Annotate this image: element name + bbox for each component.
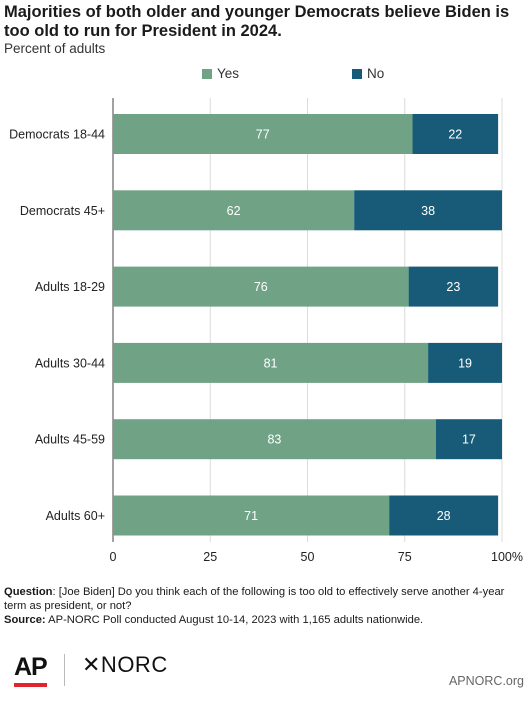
bar-no (435, 419, 502, 460)
data-label-no: 28 (437, 509, 451, 523)
data-label-no: 23 (446, 280, 460, 294)
category-label: Democrats 18-44 (9, 128, 105, 142)
x-tick-label: 75 (398, 550, 412, 564)
data-label-yes: 77 (256, 128, 270, 142)
bar-yes (113, 190, 355, 231)
category-label: Adults 30-44 (35, 356, 105, 370)
data-label-no: 17 (462, 433, 476, 447)
legend-swatch-no (352, 68, 362, 79)
data-label-no: 19 (458, 356, 472, 370)
norc-logo: ✕NORC (82, 652, 168, 677)
x-tick-label: 0 (110, 550, 117, 564)
data-label-yes: 81 (264, 356, 278, 370)
bar-yes (113, 114, 413, 154)
legend-item-no: No (352, 66, 384, 81)
bar-yes (113, 419, 436, 460)
site-url: APNORC.org (448, 674, 524, 688)
ap-logo-bar (14, 683, 47, 687)
category-label: Adults 45-59 (35, 433, 105, 447)
bar-no (412, 114, 499, 154)
data-label-yes: 83 (267, 433, 281, 447)
ap-logo: AP (14, 653, 48, 681)
x-tick-label: 50 (301, 550, 315, 564)
question-label: Question (4, 586, 53, 598)
legend-label-yes: Yes (217, 66, 240, 81)
data-label-yes: 76 (254, 280, 268, 294)
x-tick-label: 100% (491, 550, 523, 564)
category-label: Adults 60+ (46, 509, 105, 523)
data-label-yes: 62 (227, 204, 241, 218)
category-label: Adults 18-29 (35, 280, 105, 294)
data-label-yes: 71 (244, 509, 258, 523)
bar-no (354, 190, 502, 231)
data-label-no: 22 (448, 128, 462, 142)
footnote: Question: [Joe Biden] Do you think each … (4, 585, 526, 627)
bar-chart: Democrats 18-44 77 22 Democrats 45+ 62 38 Adul… (9, 98, 523, 564)
legend: Yes No (0, 66, 530, 84)
x-tick-label: 25 (203, 550, 217, 564)
legend-swatch-yes (202, 68, 212, 79)
bar-yes (113, 495, 390, 536)
legend-item-yes: Yes (202, 66, 239, 81)
legend-label-no: No (367, 66, 385, 81)
bar-no (389, 495, 499, 536)
source-label: Source: (4, 614, 46, 626)
data-label-no: 38 (421, 204, 435, 218)
bar-yes (113, 266, 409, 307)
question-text: : [Joe Biden] Do you think each of the f… (4, 586, 505, 612)
category-label: Democrats 45+ (20, 204, 105, 218)
source-text: AP-NORC Poll conducted August 10-14, 202… (45, 614, 424, 626)
bar-no (408, 266, 499, 307)
chart-subtitle: Percent of adults (4, 41, 106, 56)
logo-divider (64, 654, 65, 686)
bar-yes (113, 342, 429, 383)
chart-title: Majorities of both older and younger Dem… (4, 3, 510, 40)
bar-no (428, 342, 502, 383)
